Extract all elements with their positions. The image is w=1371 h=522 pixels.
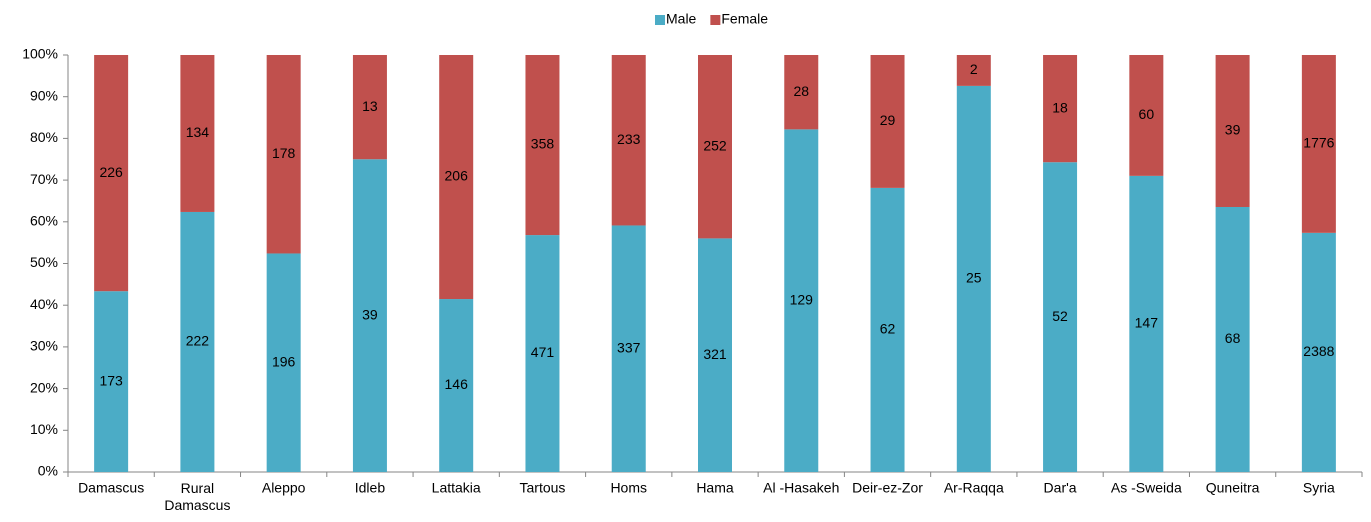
data-label: 233 — [617, 131, 641, 147]
bar-segment — [94, 55, 129, 292]
bar-segment — [439, 55, 474, 300]
data-label: 2 — [970, 61, 978, 77]
x-tick-label: Homs — [610, 480, 647, 496]
data-label: 60 — [1139, 106, 1155, 122]
data-label: 1776 — [1303, 135, 1334, 151]
data-label: 146 — [445, 376, 469, 392]
y-tick-label: 90% — [30, 87, 58, 103]
y-tick-label: 30% — [30, 338, 58, 354]
legend-swatch — [655, 15, 665, 25]
bar-segment — [525, 55, 560, 236]
bar-segment — [611, 55, 646, 226]
x-tick-label: Damascus — [78, 480, 144, 496]
x-tick-label: Rural Damascus — [164, 480, 230, 513]
bar-segment — [1129, 175, 1164, 472]
y-tick-label: 10% — [30, 421, 58, 437]
x-tick-label: Idleb — [355, 480, 386, 496]
bar-segment — [180, 211, 215, 472]
bar-segment — [1301, 55, 1336, 233]
data-label: 471 — [531, 344, 555, 360]
data-label: 196 — [272, 353, 296, 369]
data-label: 321 — [703, 346, 727, 362]
x-tick-label: Deir-ez-Zor — [852, 480, 923, 496]
bar-segment — [784, 55, 819, 130]
bar-segment — [1215, 206, 1250, 472]
y-tick-label: 70% — [30, 171, 58, 187]
bar-segment — [266, 55, 301, 254]
x-tick-label: Tartous — [520, 480, 566, 496]
data-label: 147 — [1135, 315, 1159, 331]
data-label: 28 — [793, 83, 809, 99]
x-tick-label: Aleppo — [262, 480, 306, 496]
data-label: 2388 — [1303, 343, 1334, 359]
data-label: 68 — [1225, 330, 1241, 346]
data-label: 358 — [531, 136, 555, 152]
bar-segment — [1301, 232, 1336, 472]
x-tick-label: As -Sweida — [1111, 480, 1182, 496]
data-label: 206 — [445, 168, 469, 184]
data-label: 52 — [1052, 308, 1068, 324]
bar-segment — [180, 55, 215, 212]
bar-segment — [352, 159, 387, 472]
x-tick-label: Ar-Raqqa — [944, 480, 1004, 496]
legend-label: Female — [721, 11, 768, 27]
y-tick-label: 60% — [30, 213, 58, 229]
bar-segment — [439, 299, 474, 472]
bar-segment — [1043, 162, 1078, 472]
bar-segment — [870, 187, 905, 472]
y-tick-label: 40% — [30, 296, 58, 312]
data-label: 29 — [880, 112, 896, 128]
y-tick-label: 20% — [30, 379, 58, 395]
data-label: 337 — [617, 339, 641, 355]
y-tick-label: 50% — [30, 254, 58, 270]
bar-segment — [266, 253, 301, 472]
y-tick-label: 0% — [38, 463, 58, 479]
data-label: 134 — [186, 124, 210, 140]
bar-segment — [352, 55, 387, 160]
bar-segment — [870, 55, 905, 188]
x-tick-label: Quneitra — [1206, 480, 1260, 496]
data-label: 226 — [99, 164, 123, 180]
data-label: 39 — [1225, 122, 1241, 138]
data-label: 173 — [99, 372, 123, 388]
x-tick-label: Lattakia — [432, 480, 481, 496]
data-label: 18 — [1052, 99, 1068, 115]
bar-segment — [698, 55, 732, 239]
y-tick-label: 100% — [22, 46, 58, 62]
data-label: 62 — [880, 321, 896, 337]
data-label: 252 — [703, 137, 727, 153]
x-tick-label: Al -Hasakeh — [763, 480, 839, 496]
bar-segment — [956, 85, 991, 472]
y-tick-label: 80% — [30, 129, 58, 145]
bar-segment — [1129, 55, 1164, 176]
data-label: 25 — [966, 270, 982, 286]
data-label: 39 — [362, 306, 378, 322]
x-tick-label: Syria — [1303, 480, 1335, 496]
bar-segment — [94, 291, 129, 472]
x-tick-label: Hama — [696, 480, 734, 496]
data-label: 178 — [272, 145, 296, 161]
bar-segment — [698, 238, 732, 472]
data-label: 13 — [362, 98, 378, 114]
data-label: 222 — [186, 333, 210, 349]
bar-segment — [784, 129, 819, 472]
data-label: 129 — [790, 291, 814, 307]
legend-label: Male — [666, 11, 697, 27]
bar-segment — [525, 235, 560, 472]
bar-segment — [611, 225, 646, 472]
x-tick-label: Dar'a — [1044, 480, 1077, 496]
bar-segment — [956, 55, 991, 86]
legend-swatch — [710, 15, 721, 25]
bar-segment — [1215, 55, 1250, 207]
bar-segment — [1043, 55, 1078, 163]
